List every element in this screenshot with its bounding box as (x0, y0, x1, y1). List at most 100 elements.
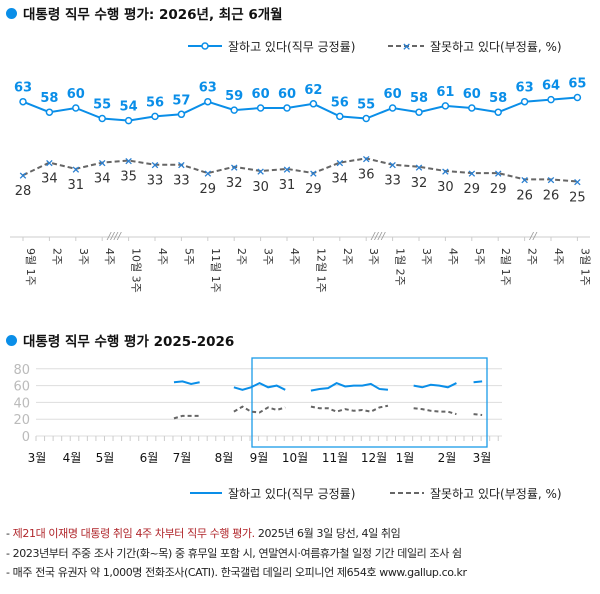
x-tick-label: 9월 1주 (24, 248, 37, 286)
x-tick-label: 10월 3주 (130, 248, 143, 293)
disapprove-point: × (45, 157, 54, 170)
approve-point (520, 97, 529, 106)
disapprove-line (22, 157, 578, 183)
y-tick-label: 60 (13, 380, 30, 395)
approve-point (124, 116, 133, 125)
axis-break-mark: // (529, 231, 538, 242)
legend-disapprove-label: 잘못하고 있다(부정률, %) (430, 487, 562, 501)
x-tick-label: 4주 (288, 248, 301, 265)
disapprove-point: × (362, 152, 371, 165)
month-label: 4월 (63, 451, 82, 465)
disapprove-point: × (467, 167, 476, 180)
disapprove-point: × (177, 159, 186, 172)
approve-point (494, 108, 502, 116)
approve-data-label: 58 (410, 91, 428, 106)
disapprove-data-label: 33 (147, 174, 164, 189)
x-tick-label: 2주 (235, 248, 248, 265)
disapprove-data-label: 30 (252, 180, 269, 195)
disapprove-data-label: 29 (490, 182, 507, 197)
approve-data-label: 62 (304, 83, 322, 98)
disapprove-segment (473, 413, 483, 416)
month-label: 1월 (396, 451, 415, 465)
approve-data-label: 63 (199, 81, 217, 96)
disapprove-data-label: 26 (543, 188, 560, 203)
approve-data-label: 65 (568, 77, 586, 92)
month-label: 3월 (28, 451, 47, 465)
disapprove-point: × (546, 173, 555, 186)
approve-point (204, 97, 212, 106)
footnotes: - 제21대 이재명 대통령 취임 4주 차부터 직무 수행 평가. 2025년… (6, 524, 467, 583)
approve-data-label: 56 (331, 95, 349, 110)
disapprove-point: × (98, 157, 107, 170)
x-tick-label: 4주 (156, 248, 169, 265)
month-label: 10월 (282, 451, 308, 465)
x-tick-label: 3주 (262, 248, 275, 265)
disapprove-point: × (335, 157, 344, 170)
approve-segment (413, 382, 457, 389)
x-tick-label: 3주 (367, 248, 380, 265)
disapprove-point: × (309, 167, 318, 180)
month-label: 12월 (361, 451, 387, 465)
approve-point (573, 93, 582, 102)
disapprove-data-label: 25 (569, 191, 586, 206)
approve-data-label: 59 (225, 89, 243, 104)
approve-point (72, 104, 80, 112)
approve-segment (473, 380, 483, 384)
footnote-2: - 2023년부터 주중 조사 기간(화~목) 중 휴무일 포함 시, 연말연시… (6, 546, 462, 560)
disapprove-point: × (520, 173, 529, 186)
x-tick-label: 5주 (473, 248, 486, 265)
bullet-icon (6, 7, 17, 19)
approve-data-label: 60 (67, 87, 85, 102)
disapprove-point: × (150, 159, 159, 172)
x-tick-label: 4주 (446, 248, 459, 265)
x-tick-label: 12월 1주 (314, 248, 327, 293)
top-chart-title: 대통령 직무 수행 평가: 2026년, 최근 6개월 (6, 3, 283, 23)
bullet-icon (6, 334, 17, 346)
approve-data-label: 61 (436, 85, 454, 100)
legend-disapprove-label: 잘못하고 있다(부정률, %) (430, 40, 562, 54)
approve-point (441, 102, 450, 110)
disapprove-data-label: 34 (41, 172, 58, 187)
footnote-1: - 제21대 이재명 대통령 취임 4주 차부터 직무 수행 평가. 2025년… (6, 527, 401, 540)
approve-point (45, 108, 54, 116)
disapprove-data-label: 33 (384, 174, 401, 189)
disapprove-data-label: 31 (279, 178, 296, 193)
month-label: 2월 (438, 451, 457, 465)
approve-data-label: 56 (146, 95, 164, 110)
disapprove-data-label: 34 (332, 172, 349, 187)
approve-segment (173, 380, 200, 385)
disapprove-data-label: 34 (94, 172, 111, 187)
month-label: 8월 (215, 451, 234, 465)
approve-data-label: 60 (384, 87, 402, 102)
approve-point (547, 95, 555, 104)
x-tick-label: 11월 1주 (209, 248, 222, 293)
month-label: 6월 (140, 451, 159, 465)
disapprove-data-label: 29 (200, 182, 217, 197)
disapprove-point: × (230, 161, 239, 174)
disapprove-point: × (71, 163, 80, 176)
approve-data-label: 58 (40, 91, 58, 106)
x-tick-label: 5주 (182, 248, 195, 265)
disapprove-segment (173, 414, 200, 420)
approve-line (22, 96, 578, 122)
axis-break-mark: //// (106, 231, 122, 242)
approve-point (283, 104, 291, 112)
approve-point (415, 108, 423, 116)
disapprove-segment (233, 405, 286, 414)
legend-approve-marker (201, 42, 209, 50)
x-tick-label: 3월 1주 (578, 248, 591, 286)
approve-segment (233, 381, 286, 391)
approve-data-label: 60 (252, 87, 270, 102)
approve-data-label: 64 (542, 79, 560, 94)
approve-point (468, 104, 476, 112)
x-tick-label: 2주 (50, 248, 63, 265)
disapprove-data-label: 29 (305, 182, 322, 197)
approve-point (151, 112, 159, 121)
approve-point (309, 100, 318, 108)
disapprove-point: × (573, 176, 582, 189)
approve-data-label: 63 (516, 81, 534, 96)
approve-data-label: 60 (278, 87, 296, 102)
disapprove-point: × (414, 161, 423, 174)
footnote-3: - 매주 전국 유권자 약 1,000명 전화조사(CATI). 한국갤럽 데일… (6, 566, 467, 579)
